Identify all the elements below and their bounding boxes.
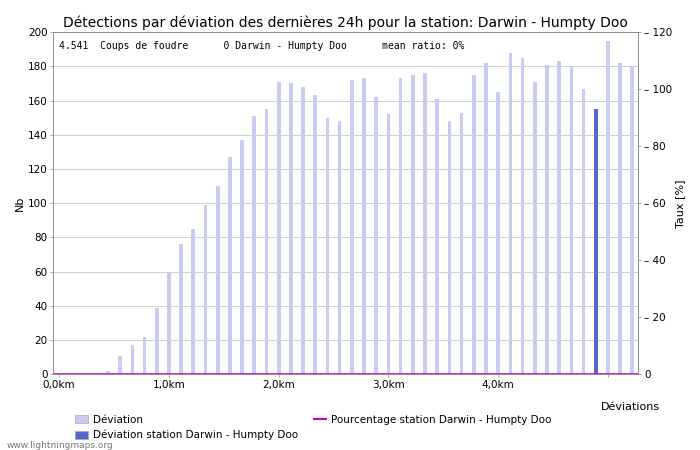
Bar [424, 73, 427, 374]
Bar [192, 229, 195, 374]
Bar [386, 114, 391, 374]
Bar [435, 99, 439, 374]
Bar [362, 78, 366, 374]
Bar [570, 66, 573, 374]
Text: 4.541  Coups de foudre      0 Darwin - Humpty Doo      mean ratio: 0%: 4.541 Coups de foudre 0 Darwin - Humpty … [59, 40, 464, 50]
Legend: Déviation, Déviation station Darwin - Humpty Doo, Pourcentage station Darwin - H: Déviation, Déviation station Darwin - Hu… [75, 414, 552, 440]
Bar [350, 80, 354, 374]
Bar [143, 337, 146, 374]
Title: Détections par déviation des dernières 24h pour la station: Darwin - Humpty Doo: Détections par déviation des dernières 2… [63, 15, 628, 30]
Bar [533, 82, 537, 374]
Text: www.lightningmaps.org: www.lightningmaps.org [7, 441, 113, 450]
Bar [277, 82, 281, 374]
Bar [240, 140, 244, 374]
Bar [204, 205, 207, 374]
Bar [167, 272, 171, 374]
Bar [557, 61, 561, 374]
Bar [545, 65, 549, 374]
Bar [484, 63, 488, 374]
Bar [130, 345, 134, 374]
Bar [508, 53, 512, 374]
Bar [496, 92, 500, 374]
Bar [447, 121, 452, 374]
Bar [301, 87, 305, 374]
Y-axis label: Nb: Nb [15, 196, 25, 211]
Bar [253, 116, 256, 374]
Bar [179, 244, 183, 374]
Bar [582, 89, 585, 374]
Bar [399, 78, 402, 374]
Bar [631, 66, 634, 374]
Bar [606, 40, 610, 374]
Bar [472, 75, 475, 374]
Bar [338, 121, 342, 374]
Bar [326, 117, 329, 374]
Bar [594, 109, 598, 374]
Text: Déviations: Déviations [601, 402, 659, 412]
Bar [216, 186, 220, 374]
Bar [118, 356, 122, 374]
Bar [460, 112, 463, 374]
Bar [228, 157, 232, 374]
Bar [106, 371, 110, 374]
Bar [289, 83, 293, 374]
Bar [155, 308, 159, 374]
Bar [618, 63, 622, 374]
Y-axis label: Taux [%]: Taux [%] [675, 179, 685, 228]
Bar [314, 95, 317, 374]
Bar [411, 75, 414, 374]
Bar [374, 97, 378, 374]
Bar [265, 109, 268, 374]
Bar [521, 58, 524, 374]
